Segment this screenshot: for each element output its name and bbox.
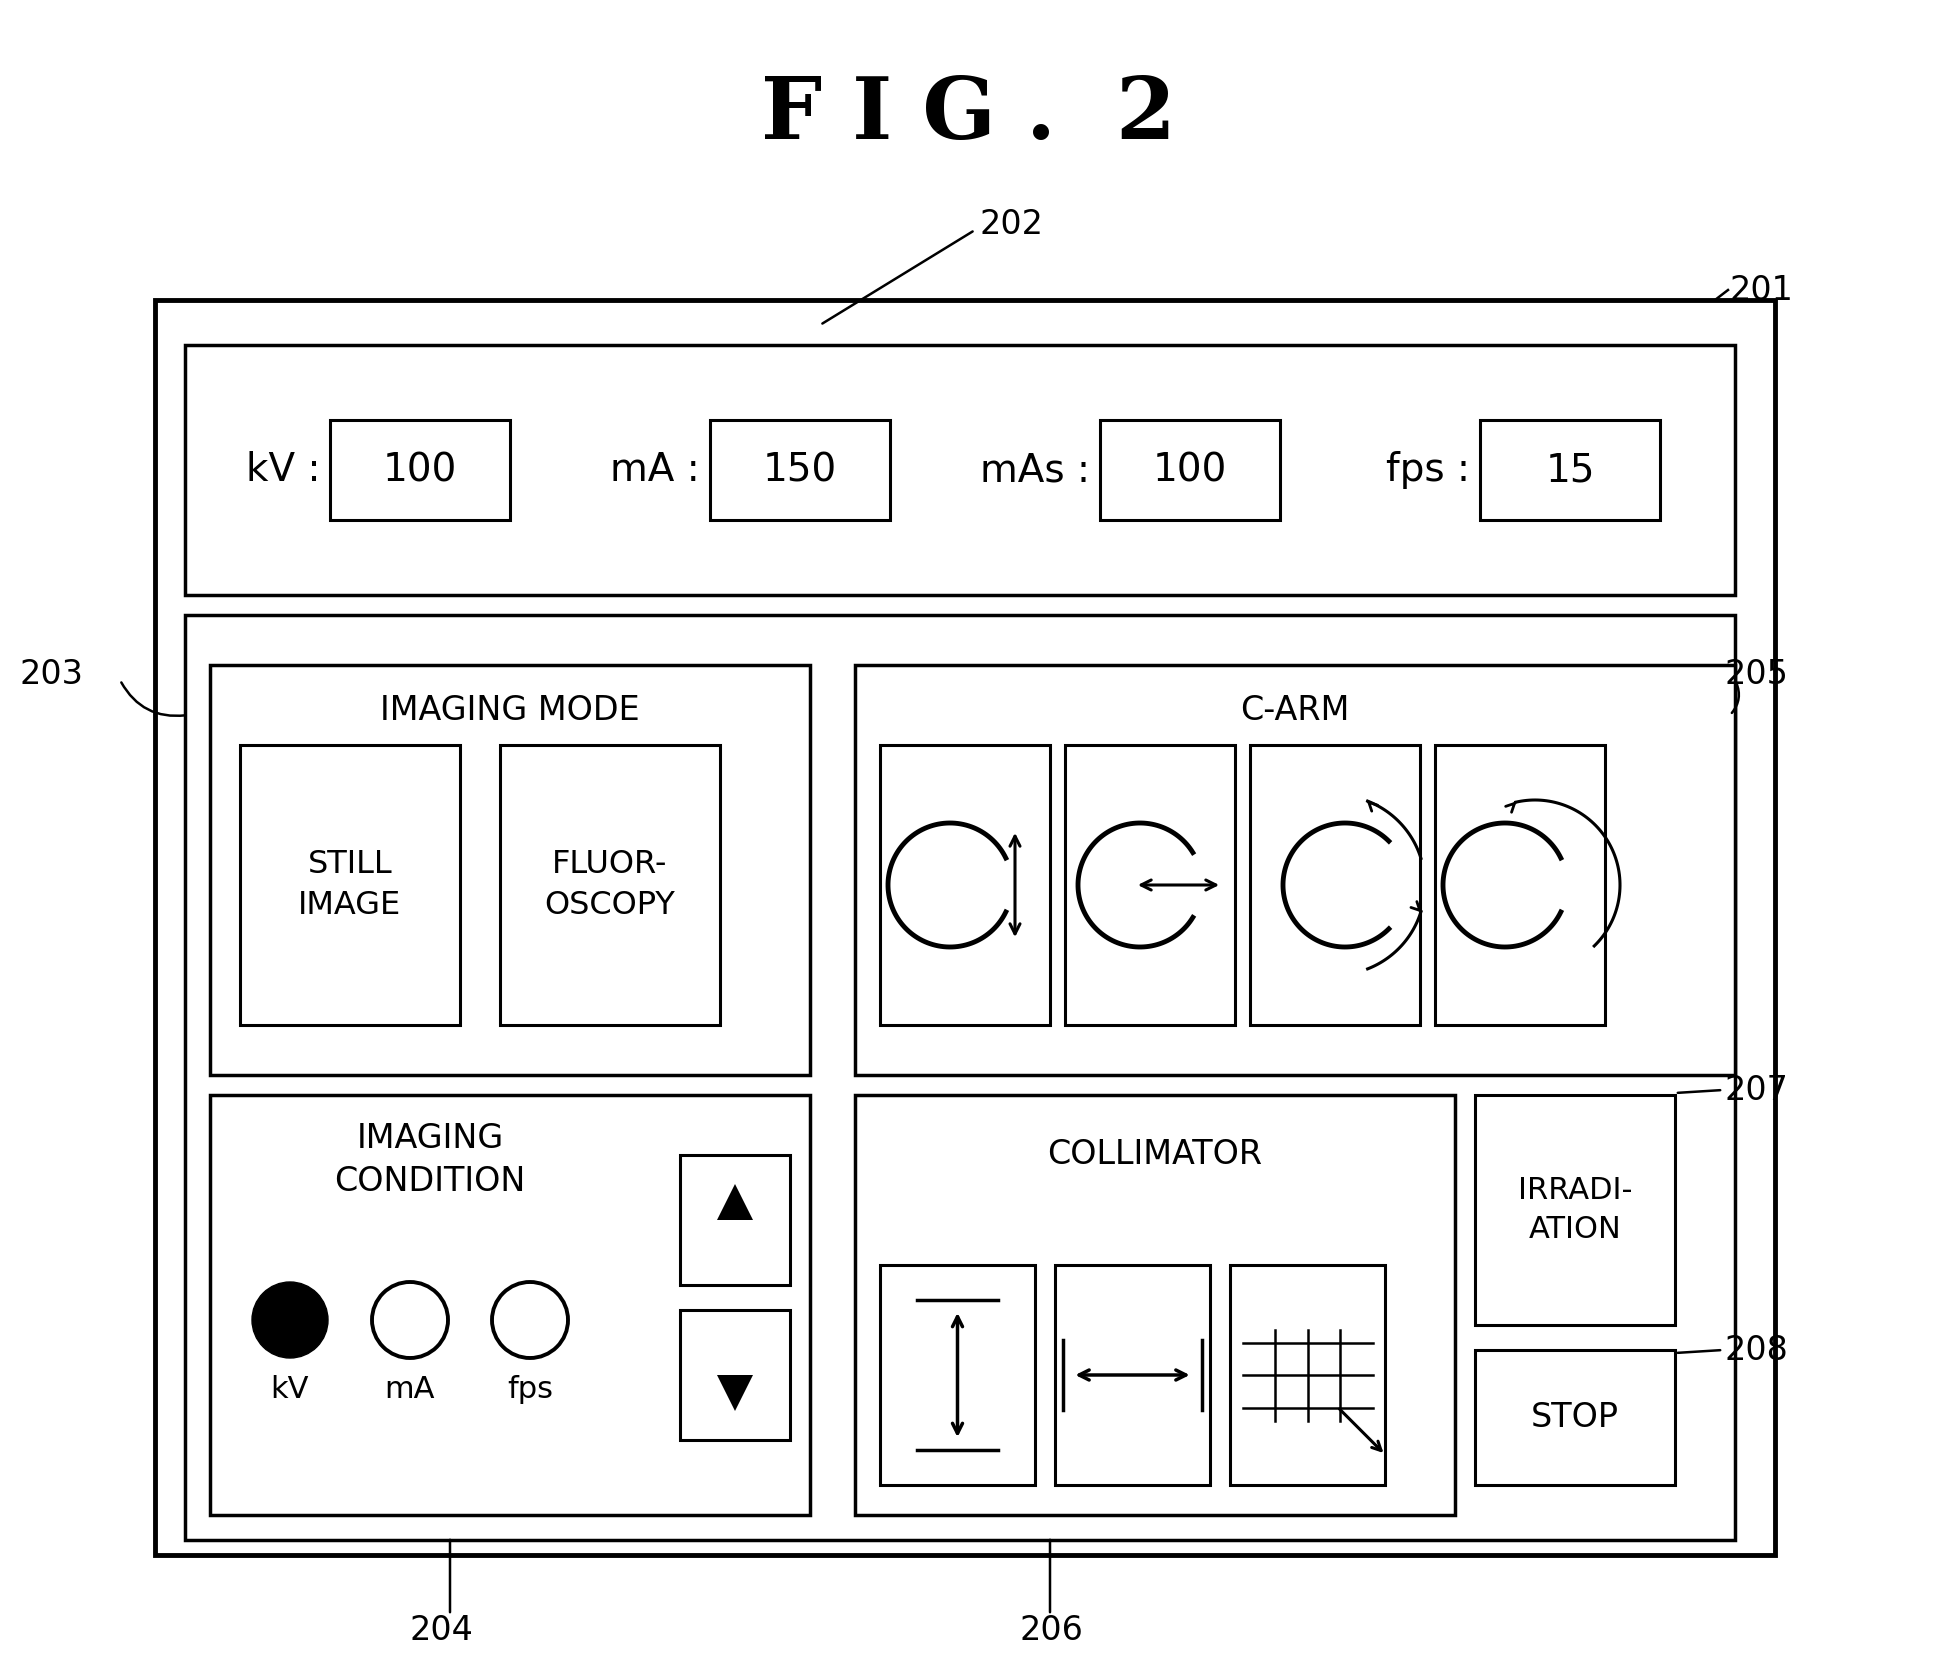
- FancyBboxPatch shape: [879, 745, 1050, 1025]
- Text: STOP: STOP: [1530, 1400, 1619, 1434]
- FancyBboxPatch shape: [680, 1310, 790, 1440]
- FancyBboxPatch shape: [1435, 745, 1606, 1025]
- Text: IMAGING
CONDITION: IMAGING CONDITION: [335, 1122, 525, 1198]
- FancyBboxPatch shape: [1230, 1265, 1385, 1486]
- Text: 204: 204: [411, 1613, 475, 1647]
- FancyBboxPatch shape: [155, 300, 1774, 1554]
- FancyBboxPatch shape: [680, 1156, 790, 1285]
- Text: 100: 100: [1153, 451, 1228, 489]
- Text: 205: 205: [1726, 658, 1790, 692]
- Text: 15: 15: [1546, 451, 1594, 489]
- Text: IRRADI-
ATION: IRRADI- ATION: [1519, 1176, 1633, 1243]
- FancyBboxPatch shape: [854, 1095, 1455, 1514]
- FancyBboxPatch shape: [1065, 745, 1236, 1025]
- Text: fps :: fps :: [1387, 451, 1470, 489]
- FancyBboxPatch shape: [1100, 420, 1280, 519]
- FancyBboxPatch shape: [329, 420, 509, 519]
- FancyBboxPatch shape: [186, 345, 1736, 595]
- FancyBboxPatch shape: [1474, 1095, 1676, 1325]
- Text: mA :: mA :: [610, 451, 699, 489]
- Text: IMAGING MODE: IMAGING MODE: [380, 693, 639, 727]
- FancyBboxPatch shape: [711, 420, 889, 519]
- FancyBboxPatch shape: [1249, 745, 1420, 1025]
- Circle shape: [252, 1281, 327, 1358]
- FancyBboxPatch shape: [854, 665, 1736, 1075]
- FancyBboxPatch shape: [240, 745, 459, 1025]
- FancyBboxPatch shape: [209, 665, 810, 1075]
- FancyBboxPatch shape: [1474, 1350, 1676, 1486]
- Text: F I G .  2: F I G . 2: [761, 74, 1176, 157]
- Text: FLUOR-
OSCOPY: FLUOR- OSCOPY: [544, 849, 676, 921]
- FancyBboxPatch shape: [1480, 420, 1660, 519]
- Text: mAs :: mAs :: [980, 451, 1091, 489]
- FancyBboxPatch shape: [879, 1265, 1034, 1486]
- Text: 203: 203: [19, 658, 83, 692]
- Text: COLLIMATOR: COLLIMATOR: [1048, 1139, 1263, 1171]
- Text: 100: 100: [384, 451, 457, 489]
- Text: C-ARM: C-ARM: [1240, 693, 1350, 727]
- Text: 208: 208: [1726, 1333, 1788, 1367]
- FancyBboxPatch shape: [209, 1095, 810, 1514]
- Text: 201: 201: [1730, 273, 1794, 307]
- Text: STILL
IMAGE: STILL IMAGE: [298, 849, 401, 921]
- Text: kV: kV: [271, 1375, 310, 1405]
- Text: 150: 150: [763, 451, 837, 489]
- Text: 206: 206: [1021, 1613, 1085, 1647]
- FancyBboxPatch shape: [500, 745, 721, 1025]
- Text: mA: mA: [385, 1375, 436, 1405]
- FancyBboxPatch shape: [186, 615, 1736, 1539]
- FancyBboxPatch shape: [1056, 1265, 1211, 1486]
- Text: kV :: kV :: [246, 451, 320, 489]
- Text: 207: 207: [1726, 1074, 1790, 1107]
- Text: 202: 202: [980, 208, 1044, 241]
- Text: fps: fps: [507, 1375, 552, 1405]
